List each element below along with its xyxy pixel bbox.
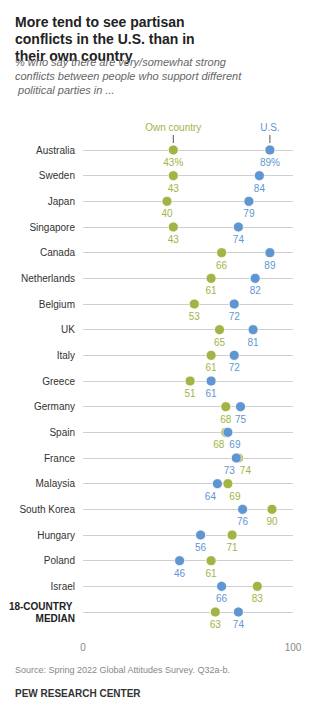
svg-text:conflicts between people who s: conflicts between people who support dif… — [15, 70, 242, 82]
svg-text:Australia: Australia — [36, 145, 75, 156]
svg-text:89%: 89% — [260, 157, 280, 168]
svg-text:Netherlands: Netherlands — [21, 273, 75, 284]
svg-text:53: 53 — [189, 311, 201, 322]
svg-text:Singapore: Singapore — [29, 222, 75, 233]
svg-text:% who say there are very/somew: % who say there are very/somewhat strong — [15, 56, 229, 68]
svg-text:Italy: Italy — [57, 350, 75, 361]
svg-text:More tend to see partisan: More tend to see partisan — [15, 14, 188, 30]
svg-text:74: 74 — [233, 234, 245, 245]
svg-text:43: 43 — [168, 234, 180, 245]
svg-text:100: 100 — [285, 642, 302, 653]
svg-text:46: 46 — [174, 568, 186, 579]
svg-text:43%: 43% — [163, 157, 183, 168]
svg-text:89: 89 — [264, 260, 276, 271]
svg-text:69: 69 — [229, 491, 241, 502]
svg-text:Own country: Own country — [145, 122, 201, 133]
svg-text:76: 76 — [237, 516, 249, 527]
svg-text:90: 90 — [266, 516, 278, 527]
svg-text:Hungary: Hungary — [37, 530, 75, 541]
svg-text:Belgium: Belgium — [39, 299, 75, 310]
svg-text:63: 63 — [210, 619, 222, 630]
svg-text:conflicts in the U.S. than in: conflicts in the U.S. than in — [15, 31, 199, 47]
svg-text:73: 73 — [224, 465, 236, 476]
svg-text:68: 68 — [213, 439, 225, 450]
svg-text:72: 72 — [229, 311, 241, 322]
svg-text:Source: Spring 2022 Global Att: Source: Spring 2022 Global Attitudes Sur… — [15, 665, 230, 675]
svg-text:South Korea: South Korea — [19, 504, 75, 515]
svg-text:56: 56 — [195, 542, 207, 553]
svg-text:Malaysia: Malaysia — [36, 478, 76, 489]
svg-text:18-COUNTRY: 18-COUNTRY — [9, 601, 75, 612]
svg-text:74: 74 — [233, 619, 245, 630]
svg-text:69: 69 — [229, 439, 241, 450]
svg-text:Sweden: Sweden — [39, 170, 75, 181]
svg-text:Germany: Germany — [34, 401, 75, 412]
svg-text:66: 66 — [216, 260, 228, 271]
svg-text:40: 40 — [161, 208, 173, 219]
svg-text:83: 83 — [252, 593, 264, 604]
svg-text:Canada: Canada — [40, 247, 75, 258]
svg-text:political parties in ...: political parties in ... — [15, 84, 115, 96]
svg-text:68: 68 — [220, 414, 232, 425]
svg-text:61: 61 — [206, 362, 218, 373]
svg-text:Israel: Israel — [51, 581, 75, 592]
svg-text:Greece: Greece — [42, 376, 75, 387]
svg-text:84: 84 — [254, 183, 266, 194]
svg-text:PEW RESEARCH CENTER: PEW RESEARCH CENTER — [15, 688, 141, 699]
svg-text:66: 66 — [216, 593, 228, 604]
svg-text:MEDIAN: MEDIAN — [36, 613, 75, 624]
svg-text:U.S.: U.S. — [260, 122, 279, 133]
svg-text:75: 75 — [235, 414, 247, 425]
svg-text:51: 51 — [185, 388, 197, 399]
svg-text:74: 74 — [240, 465, 252, 476]
svg-text:Japan: Japan — [48, 196, 75, 207]
svg-text:61: 61 — [206, 388, 218, 399]
svg-text:65: 65 — [214, 337, 226, 348]
svg-text:61: 61 — [206, 285, 218, 296]
svg-text:Poland: Poland — [44, 555, 75, 566]
svg-text:Spain: Spain — [49, 427, 75, 438]
svg-text:France: France — [44, 453, 76, 464]
svg-text:64: 64 — [205, 491, 217, 502]
svg-text:72: 72 — [229, 362, 241, 373]
svg-text:UK: UK — [61, 324, 75, 335]
svg-text:0: 0 — [80, 642, 86, 653]
svg-text:43: 43 — [168, 183, 180, 194]
svg-text:79: 79 — [243, 208, 255, 219]
svg-text:61: 61 — [206, 568, 218, 579]
svg-text:82: 82 — [250, 285, 262, 296]
svg-text:81: 81 — [248, 337, 260, 348]
svg-text:71: 71 — [227, 542, 239, 553]
